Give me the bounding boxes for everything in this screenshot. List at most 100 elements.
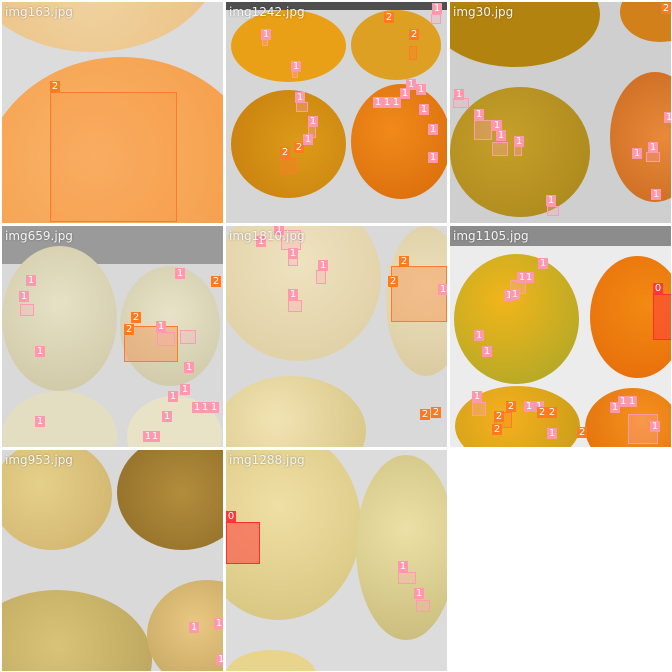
detection-label: 1 (288, 248, 298, 259)
detection-label: 1 (184, 362, 194, 373)
detection-label: 1 (180, 384, 190, 395)
tile-img30: 1 1 1 1 1 1 1 1 1 1 2 img30.jpg (450, 2, 671, 223)
detection-label: 2 (661, 3, 671, 14)
detection-box (474, 120, 492, 140)
detection-label: 1 (414, 588, 424, 599)
detection-label: 1 (610, 402, 620, 413)
fruit-shape (351, 10, 441, 80)
detection-label: 2 (420, 409, 430, 420)
detection-box (180, 330, 196, 344)
detection-label: 1 (406, 79, 416, 90)
tile-caption: img1288.jpg (229, 453, 305, 467)
detection-label: 1 (308, 116, 318, 127)
detection-label: 2 (211, 276, 221, 287)
detection-label: 1 (534, 401, 544, 412)
detection-label: 1 (274, 226, 284, 235)
detection-box (226, 522, 260, 564)
detection-label: 2 (506, 401, 516, 412)
tile-img1242: 1 1 1 2 2 1 1 2 2 1 1 1 1 1 1 1 1 1 1 im… (226, 2, 447, 223)
detection-label: 1 (35, 416, 45, 427)
detection-label: 1 (618, 396, 628, 407)
fruit-shape (2, 450, 112, 550)
detection-box (472, 402, 486, 416)
tile-caption: img1242.jpg (229, 5, 305, 19)
detection-box (296, 102, 308, 112)
detection-label: 1 (428, 124, 438, 135)
detection-label: 1 (650, 421, 660, 432)
detection-label: 1 (524, 272, 534, 283)
detection-label: 1 (517, 272, 527, 283)
detection-label: 1 (419, 104, 429, 115)
detection-label: 2 (409, 29, 419, 40)
detection-label: 1 (19, 291, 29, 302)
detection-label: 1 (209, 402, 219, 413)
detection-label: 0 (226, 511, 236, 522)
detection-label: 1 (482, 346, 492, 357)
tile-img659: 1 1 1 1 2 2 1 1 2 1 1 1 1 1 1 1 1 1 img6… (2, 226, 223, 447)
detection-label: 1 (192, 402, 202, 413)
detection-label: 1 (256, 236, 266, 247)
tile-img953: 1 1 1 img953.jpg (2, 450, 223, 671)
detection-label: 1 (416, 84, 426, 95)
fruit-shape (2, 57, 223, 223)
detection-label: 1 (382, 97, 392, 108)
detection-label: 2 (547, 407, 557, 418)
detection-label: 1 (474, 109, 484, 120)
detection-label: 1 (474, 330, 484, 341)
tile-caption: img30.jpg (453, 5, 514, 19)
tile-caption: img953.jpg (5, 453, 73, 467)
detection-label: 2 (50, 81, 60, 92)
detection-label: 1 (627, 396, 637, 407)
detection-label: 1 (189, 622, 199, 633)
detection-label: 1 (373, 97, 383, 108)
detection-label: 0 (653, 283, 663, 294)
detection-box (281, 158, 297, 174)
detection-label: 1 (438, 284, 447, 295)
tile-caption: img1810.jpg (229, 229, 305, 243)
detection-box (20, 304, 34, 316)
detection-label: 1 (398, 561, 408, 572)
detection-label: 2 (131, 312, 141, 323)
detection-label: 1 (261, 29, 271, 40)
detection-label: 1 (547, 428, 557, 439)
fruit-shape (454, 254, 579, 384)
detection-label: 1 (303, 134, 313, 145)
fruit-shape (226, 650, 316, 671)
detection-label: 2 (577, 427, 587, 438)
detection-label: 1 (26, 275, 36, 286)
detection-label: 2 (492, 424, 502, 435)
tile-img1810: 1 1 1 1 1 2 2 1 2 2 img1810.jpg (226, 226, 447, 447)
detection-label: 1 (648, 142, 658, 153)
detection-box (416, 600, 430, 612)
detection-label: 2 (388, 276, 398, 287)
detection-label: 1 (391, 97, 401, 108)
detection-label: 1 (156, 321, 166, 332)
detection-label: 1 (35, 346, 45, 357)
detection-label: 1 (664, 112, 671, 123)
detection-box (391, 266, 447, 322)
detection-box (514, 146, 522, 156)
fruit-shape (2, 246, 117, 391)
detection-label: 2 (384, 12, 394, 23)
detection-label: 2 (537, 407, 547, 418)
fruit-shape (450, 87, 590, 217)
detection-label: 1 (162, 411, 172, 422)
fruit-shape (231, 90, 346, 198)
detection-label: 1 (288, 289, 298, 300)
detection-label: 1 (150, 431, 160, 442)
fruit-shape (231, 10, 346, 82)
detection-label: 1 (216, 654, 223, 665)
detection-box (431, 14, 441, 24)
detection-label: 2 (124, 324, 134, 335)
tile-img1288: 0 1 1 img1288.jpg (226, 450, 447, 671)
detection-label: 1 (454, 89, 464, 100)
detection-label: 1 (492, 120, 502, 131)
detection-label: 1 (496, 130, 506, 141)
detection-label: 1 (472, 391, 482, 402)
detection-label: 1 (510, 289, 520, 300)
detection-label: 1 (175, 268, 185, 279)
tile-img1105: 1 1 1 1 1 1 1 0 1 2 2 2 1 1 2 2 1 2 1 1 … (450, 226, 671, 447)
detection-label: 1 (168, 391, 178, 402)
detection-label: 1 (291, 61, 301, 72)
